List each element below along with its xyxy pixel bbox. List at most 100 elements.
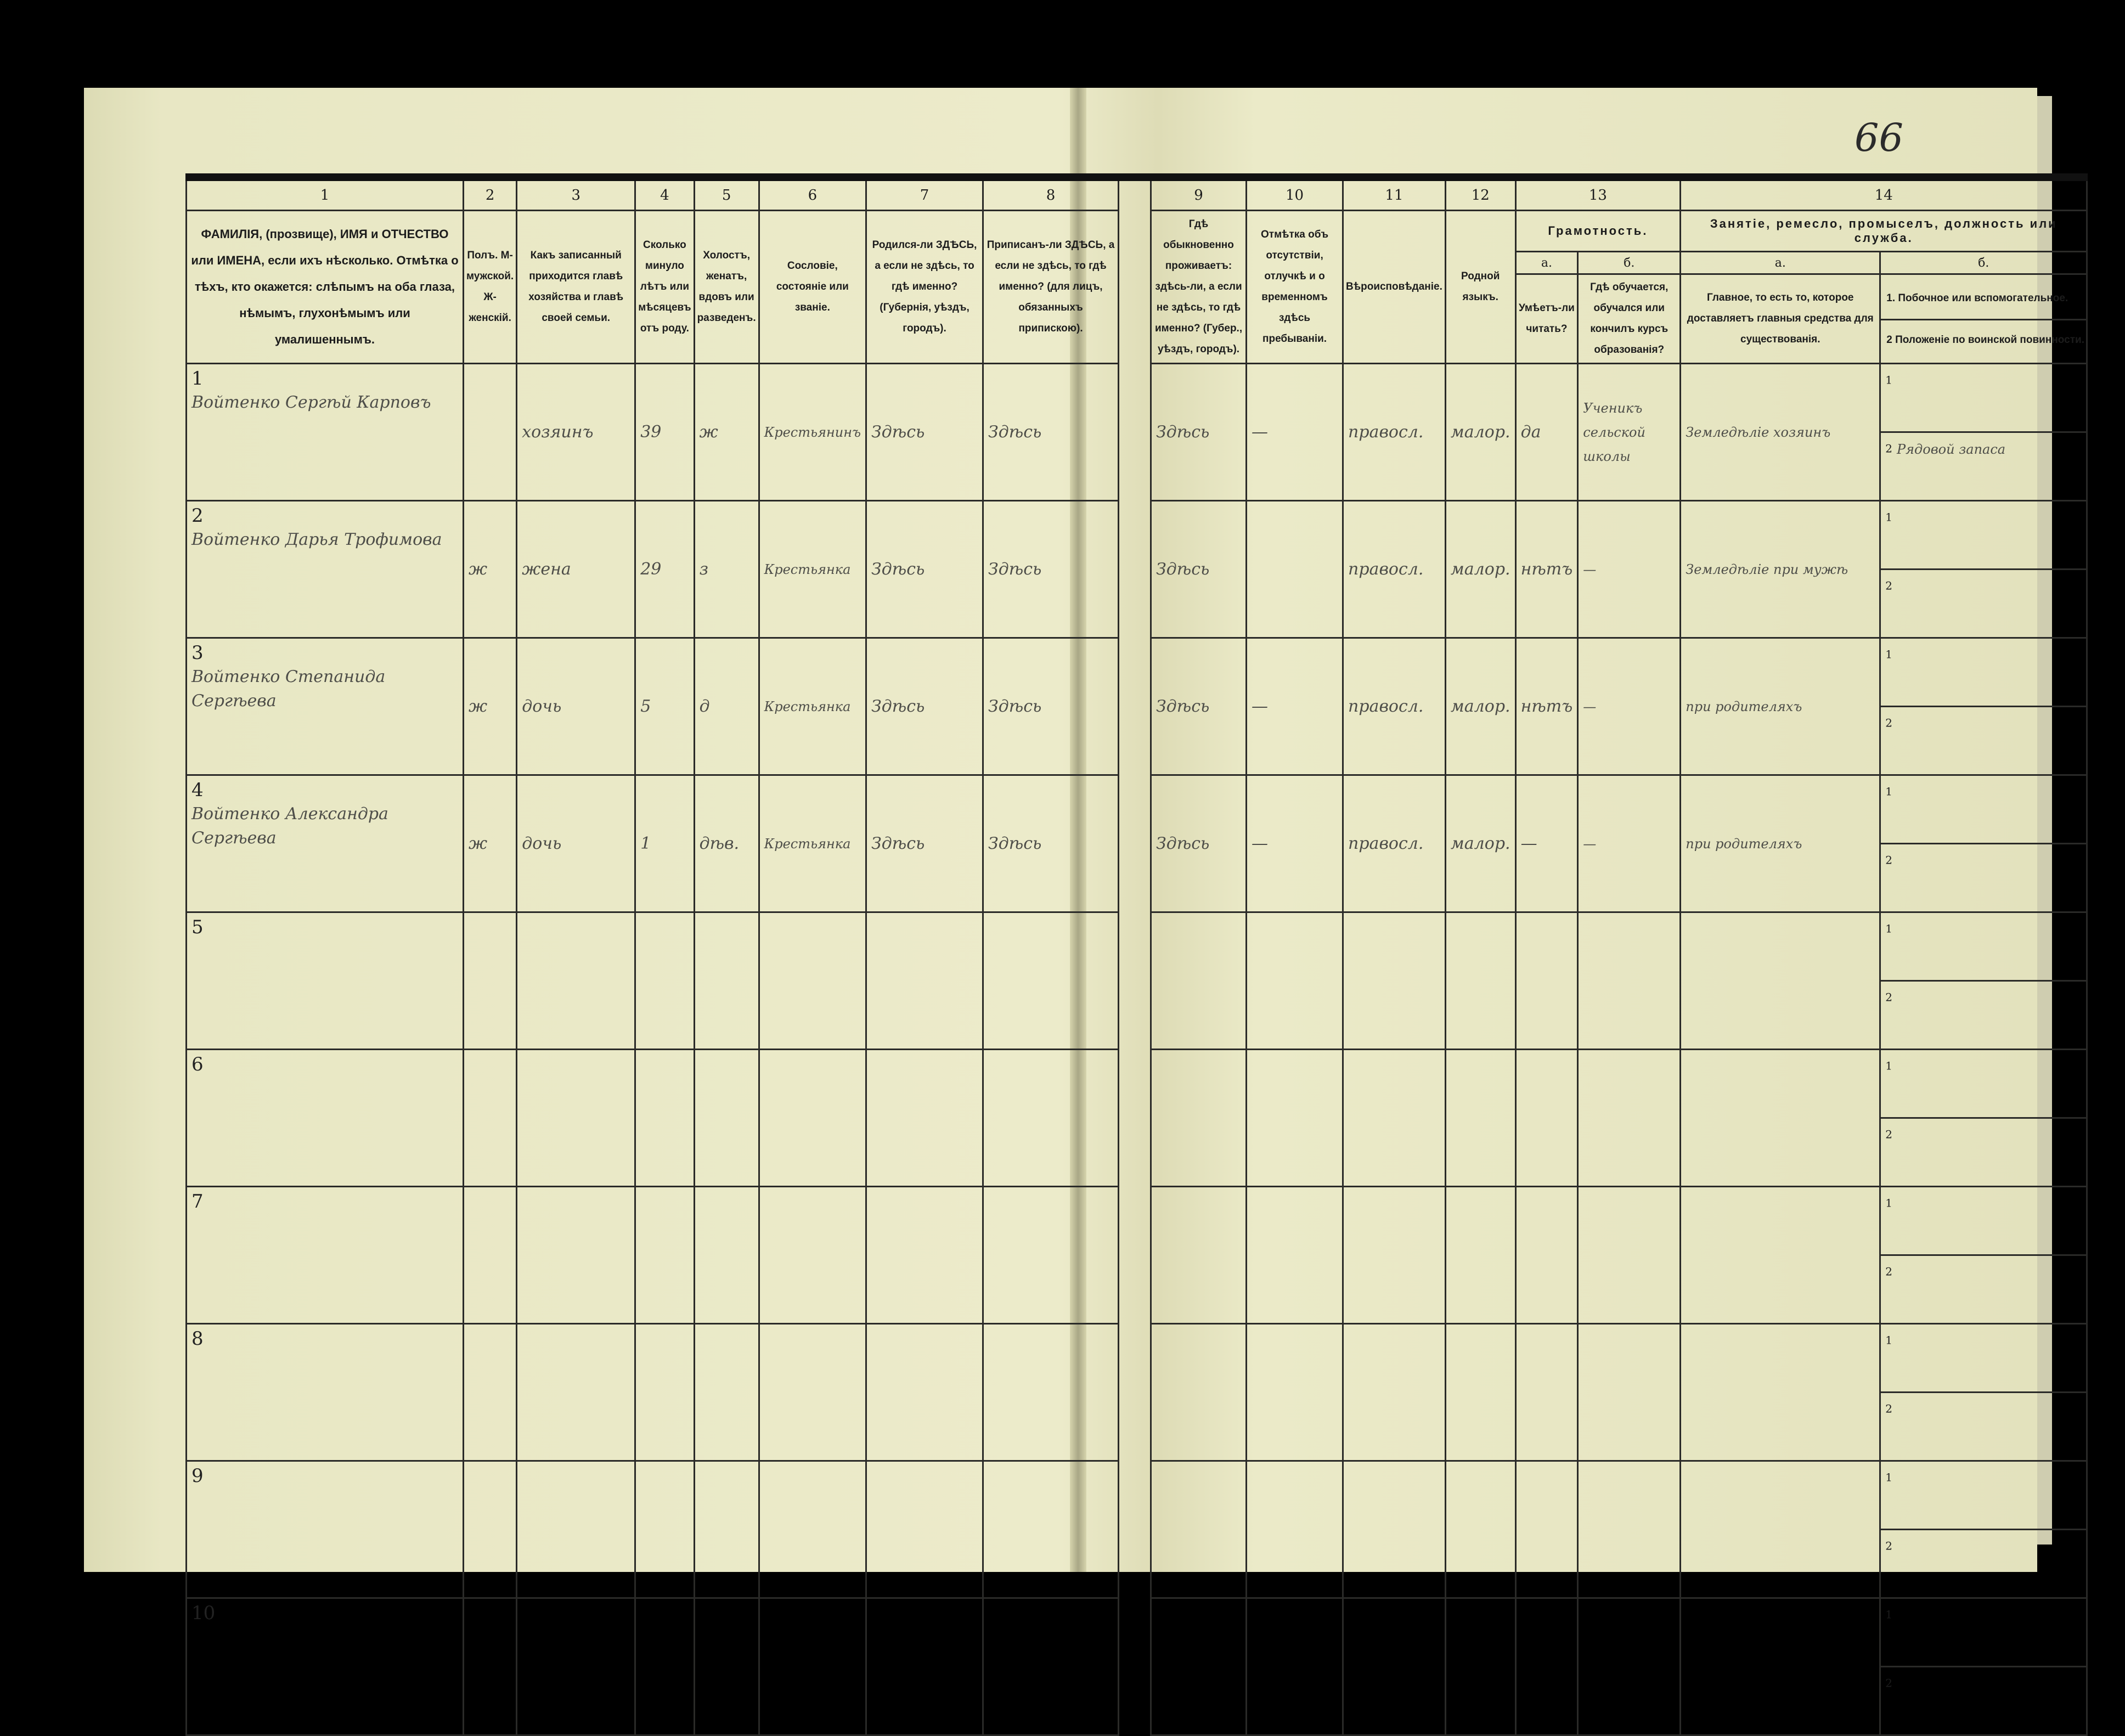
cell-registered bbox=[982, 1186, 1120, 1324]
sub-index: 1 bbox=[1885, 785, 1892, 798]
cell-estate bbox=[758, 1597, 867, 1736]
cell-residence: Здѣсь bbox=[1150, 637, 1248, 776]
table-row-sub: 2 bbox=[187, 843, 2088, 913]
cell-military-status: 2 bbox=[1879, 1666, 2088, 1736]
cell-main-occupation bbox=[1679, 1049, 1881, 1187]
cell-estate: Крестьянинъ bbox=[758, 363, 867, 501]
col-num: 9 bbox=[1150, 176, 1248, 211]
cell-secondary-occupation: 1 bbox=[1879, 363, 2088, 433]
table-row-sub: 2 bbox=[187, 1529, 2088, 1599]
sub-value bbox=[1892, 1605, 1901, 1625]
cell-name: 2 Войтенко Дарья Трофимова bbox=[185, 500, 464, 639]
gutter-cell bbox=[1118, 1598, 1152, 1735]
person-name: Войтенко Степанида Сергѣева bbox=[191, 667, 386, 711]
col-num: 2 bbox=[462, 176, 518, 211]
header-registered: Приписанъ-ли ЗДѢСЬ, а если не здѣсь, то … bbox=[982, 210, 1120, 364]
sub-index: 1 bbox=[1885, 1196, 1892, 1210]
gutter-cell bbox=[1118, 210, 1152, 364]
cell-residence: Здѣсь bbox=[1150, 774, 1248, 913]
row-number: 8 bbox=[191, 1328, 204, 1350]
sub-value bbox=[1892, 577, 1901, 596]
cell-religion: правосл. bbox=[1342, 500, 1446, 639]
cell-name: 4 Войтенко Александра Сергѣева bbox=[185, 774, 464, 913]
cell-religion: правосл. bbox=[1342, 774, 1446, 913]
cell-main-occupation: Земледѣліе при мужѣ bbox=[1679, 500, 1881, 639]
cell-estate: Крестьянка bbox=[758, 774, 867, 913]
row-number: 5 bbox=[191, 916, 204, 938]
cell-relation: дочь bbox=[516, 637, 636, 776]
header-13a-label: а. bbox=[1514, 251, 1579, 275]
cell-relation bbox=[516, 1460, 636, 1599]
page-number: 66 bbox=[1855, 115, 1904, 160]
cell-military-status: 2 Рядовой запаса bbox=[1879, 431, 2088, 501]
cell-estate bbox=[758, 1323, 867, 1462]
cell-secondary-occupation: 1 bbox=[1879, 500, 2088, 570]
cell-birthplace bbox=[865, 1049, 984, 1187]
cell-birthplace bbox=[865, 1460, 984, 1599]
cell-can-read: нѣтъ bbox=[1514, 500, 1579, 639]
cell-relation: хозяинъ bbox=[516, 363, 636, 501]
col-num: 12 bbox=[1444, 176, 1517, 211]
sub-index: 2 bbox=[1885, 1539, 1892, 1553]
sub-value bbox=[1892, 1400, 1901, 1419]
sub-value bbox=[1892, 508, 1901, 528]
cell-language bbox=[1444, 1323, 1517, 1462]
cell-sex bbox=[462, 1186, 518, 1324]
col-num: 10 bbox=[1245, 176, 1344, 211]
cell-military-status: 2 bbox=[1879, 843, 2088, 913]
cell-military-status: 2 bbox=[1879, 1117, 2088, 1187]
cell-registered bbox=[982, 1049, 1120, 1187]
table-row: 10 1 bbox=[185, 1597, 2088, 1736]
cell-estate bbox=[758, 1186, 867, 1324]
sub-value bbox=[1892, 920, 1901, 939]
row-number: 4 bbox=[191, 779, 204, 801]
cell-religion: правосл. bbox=[1342, 637, 1446, 776]
cell-registered: Здѣсь bbox=[982, 774, 1120, 913]
cell-residence: Здѣсь bbox=[1150, 363, 1248, 501]
sub-index: 2 bbox=[1885, 1676, 1892, 1690]
cell-secondary-occupation: 1 bbox=[1879, 1186, 2088, 1256]
header-14b-label: б. bbox=[1879, 251, 2088, 275]
cell-can-read bbox=[1514, 1323, 1579, 1462]
sub-value bbox=[1892, 1537, 1901, 1557]
cell-estate bbox=[758, 1049, 867, 1187]
cell-marital: з bbox=[693, 500, 760, 639]
sub-index: 2 bbox=[1885, 442, 1892, 455]
cell-marital: д bbox=[693, 637, 760, 776]
cell-marital bbox=[693, 911, 760, 1050]
header-13b-label: б. bbox=[1577, 251, 1682, 275]
header-age: Сколько минуло лѣтъ или мѣсяцевъ отъ род… bbox=[634, 210, 695, 364]
cell-estate bbox=[758, 1460, 867, 1599]
cell-can-read: нѣтъ bbox=[1514, 637, 1579, 776]
cell-birthplace: Здѣсь bbox=[865, 774, 984, 913]
gutter-cell bbox=[1118, 1049, 1152, 1187]
cell-religion bbox=[1342, 1597, 1446, 1736]
table-row-sub: 2 bbox=[187, 568, 2088, 639]
cell-secondary-occupation: 1 bbox=[1879, 1323, 2088, 1393]
row-number: 1 bbox=[191, 368, 204, 390]
census-rows: 1 Войтенко Сергѣй Карповъ хозяинъ 39 ж Кресть… bbox=[185, 363, 2088, 1736]
header-secondary-occupation: 1. Побочное или вспомогательное. bbox=[1881, 278, 2085, 320]
cell-can-read: — bbox=[1514, 774, 1579, 913]
sub-value bbox=[1892, 1262, 1901, 1282]
cell-can-read: да bbox=[1514, 363, 1579, 501]
table-row-sub: 2 bbox=[187, 1117, 2088, 1187]
cell-relation bbox=[516, 1186, 636, 1324]
column-number-row: 1 2 3 4 5 6 7 8 9 10 11 12 13 14 bbox=[185, 176, 2088, 211]
cell-registered: Здѣсь bbox=[982, 500, 1120, 639]
sub-index: 1 bbox=[1885, 1059, 1892, 1073]
sub-value bbox=[1892, 1674, 1901, 1694]
cell-secondary-occupation: 1 bbox=[1879, 1597, 2088, 1667]
cell-military-status: 2 bbox=[1879, 980, 2088, 1050]
cell-absence bbox=[1245, 500, 1344, 639]
gutter-cell bbox=[1118, 912, 1152, 1050]
cell-sex: ж bbox=[462, 774, 518, 913]
cell-age bbox=[634, 1460, 695, 1599]
cell-name: 5 bbox=[185, 911, 464, 1050]
gutter-cell bbox=[1118, 775, 1152, 912]
cell-sex bbox=[462, 911, 518, 1050]
cell-residence bbox=[1150, 1049, 1248, 1187]
cell-name: 6 bbox=[185, 1049, 464, 1187]
cell-education bbox=[1577, 1460, 1682, 1599]
